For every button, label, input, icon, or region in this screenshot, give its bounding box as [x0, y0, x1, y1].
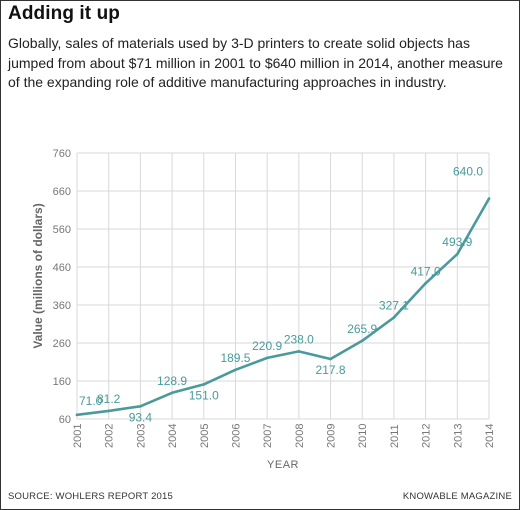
chart-subtitle: Globally, sales of materials used by 3-D…: [8, 35, 503, 90]
data-label: 93.4: [129, 410, 153, 424]
data-label: 128.9: [157, 374, 187, 388]
data-label: 238.0: [284, 332, 314, 346]
data-point: [424, 282, 427, 285]
data-point: [170, 391, 174, 395]
y-tick-label: 60: [59, 414, 71, 426]
y-axis-title: Value (millions of dollars): [31, 203, 45, 348]
data-point: [456, 252, 459, 256]
data-label: 71.0: [79, 394, 103, 408]
x-tick-label: 2002: [104, 424, 116, 448]
x-tick-label: 2011: [389, 424, 401, 448]
data-point: [75, 413, 79, 417]
x-tick-label: 2014: [484, 424, 496, 448]
data-label: 220.9: [252, 339, 282, 353]
x-tick-label: 2012: [421, 424, 433, 448]
data-point: [297, 350, 301, 353]
data-label: 151.0: [189, 388, 219, 402]
x-tick-label: 2003: [135, 424, 147, 448]
publisher-credit: KNOWABLE MAGAZINE: [402, 491, 512, 502]
data-label: 327.1: [379, 299, 409, 313]
y-tick-label: 460: [53, 262, 71, 274]
data-point: [265, 356, 269, 360]
data-point: [392, 316, 396, 319]
data-label: 417.0: [411, 264, 441, 278]
series-line: [75, 197, 491, 417]
y-tick-label: 360: [53, 300, 71, 312]
source-note: SOURCE: WOHLERS REPORT 2015: [8, 491, 174, 502]
x-tick-label: 2010: [357, 424, 369, 448]
data-point: [360, 339, 364, 343]
y-tick-label: 760: [53, 148, 71, 160]
x-axis-title: YEAR: [267, 459, 299, 471]
data-point: [487, 197, 491, 200]
x-tick-label: 2001: [72, 424, 84, 448]
x-tick-label: 2009: [326, 424, 338, 448]
data-label: 493.9: [442, 235, 472, 249]
data-label: 189.5: [220, 351, 250, 365]
data-point: [202, 383, 206, 386]
data-point: [234, 368, 237, 372]
x-tick-label: 2007: [262, 424, 274, 448]
y-tick-label: 660: [53, 186, 71, 198]
y-tick-label: 560: [53, 224, 71, 236]
data-label: 640.0: [453, 165, 483, 179]
y-tick-label: 160: [53, 376, 71, 388]
x-tick-label: 2006: [230, 424, 242, 448]
x-tick-label: 2005: [199, 424, 211, 448]
data-point: [329, 357, 332, 361]
data-point: [107, 409, 110, 413]
data-label: 81.2: [97, 392, 121, 406]
x-tick-label: 2013: [452, 424, 464, 448]
data-label: 217.8: [316, 363, 346, 377]
chart-title: Adding it up: [8, 3, 120, 24]
y-tick-label: 260: [53, 338, 71, 350]
data-point: [139, 405, 142, 408]
x-tick-label: 2004: [167, 424, 179, 448]
x-tick-label: 2008: [294, 424, 306, 448]
data-label: 265.9: [347, 322, 377, 336]
